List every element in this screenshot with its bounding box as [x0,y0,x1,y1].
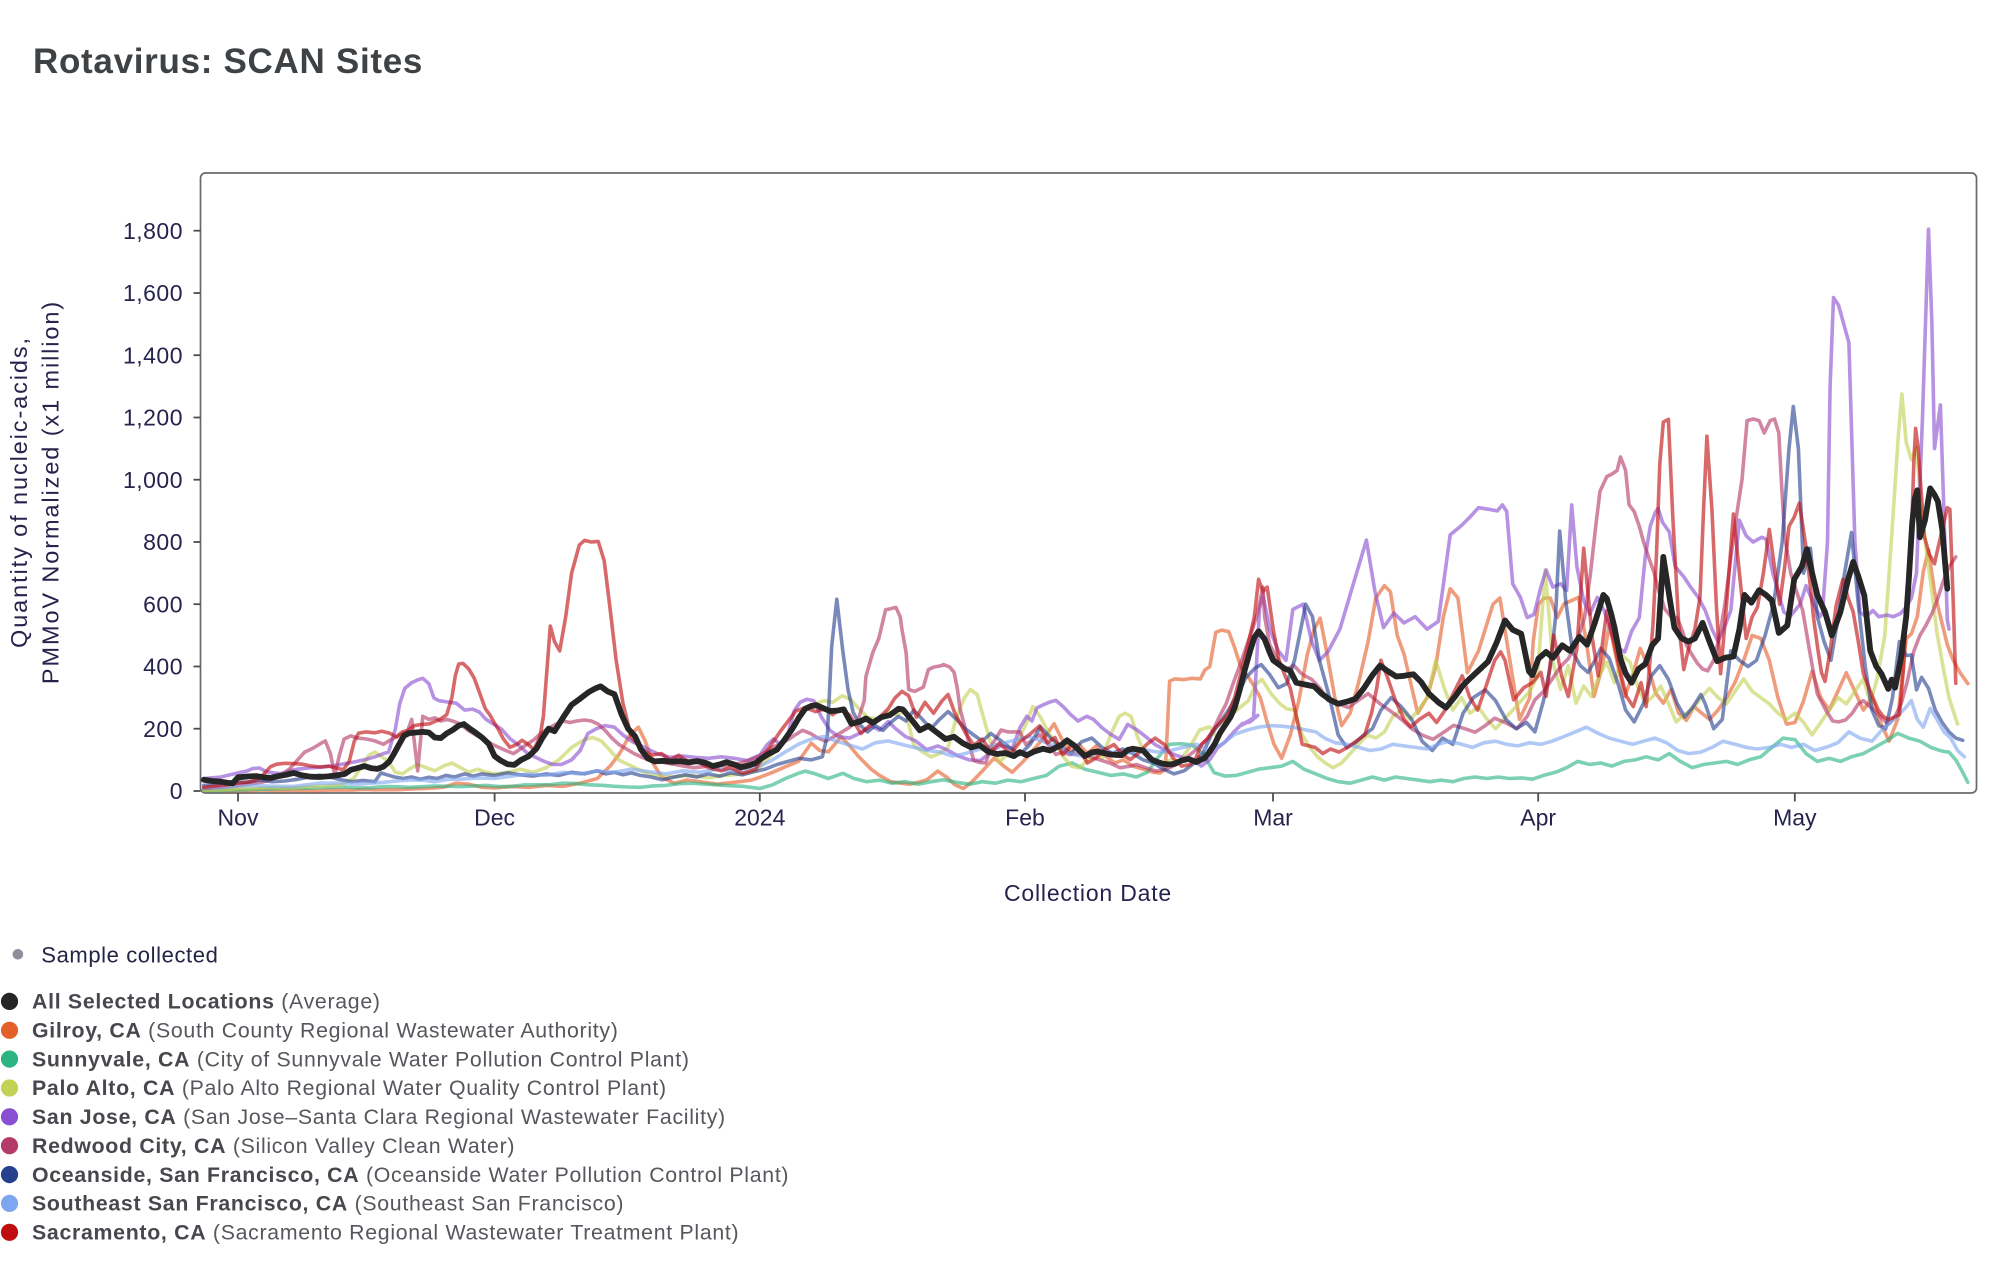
svg-text:May: May [1773,805,1817,831]
svg-text:Quantity of nucleic-acids,PMMo: Quantity of nucleic-acids, PMMoV Normaliz… [6,300,64,684]
svg-text:Rotavirus: SCAN Sites: Rotavirus: SCAN Sites [33,42,423,81]
svg-text:Southeast San Francisco, CA (S: Southeast San Francisco, CA (Southeast S… [32,1192,624,1216]
svg-text:Palo Alto, CA (Palo Alto Regio: Palo Alto, CA (Palo Alto Regional Water … [32,1076,667,1100]
svg-text:800: 800 [143,529,183,555]
svg-text:1,800: 1,800 [123,218,183,244]
svg-text:Redwood City, CA (Silicon Vall: Redwood City, CA (Silicon Valley Clean W… [32,1134,515,1158]
svg-text:1,400: 1,400 [123,342,183,368]
svg-text:San Jose, CA (San Jose–Santa C: San Jose, CA (San Jose–Santa Clara Regio… [32,1105,726,1129]
svg-text:Oceanside, San Francisco, CA (: Oceanside, San Francisco, CA (Oceanside … [32,1163,789,1187]
svg-text:Gilroy, CA (South County Regio: Gilroy, CA (South County Regional Wastew… [32,1019,619,1043]
svg-text:600: 600 [143,591,183,617]
svg-text:1,600: 1,600 [123,280,183,306]
svg-text:0: 0 [170,778,183,804]
svg-text:Sacramento, CA (Sacramento Reg: Sacramento, CA (Sacramento Regional Wast… [32,1221,739,1245]
svg-text:1,000: 1,000 [123,467,183,493]
svg-text:Collection Date: Collection Date [1004,880,1172,906]
svg-text:Sample collected: Sample collected [41,942,218,967]
svg-text:All Selected Locations (Averag: All Selected Locations (Average) [32,990,381,1014]
svg-text:200: 200 [143,716,183,742]
svg-text:Nov: Nov [218,805,259,831]
svg-text:Feb: Feb [1005,805,1045,831]
svg-text:400: 400 [143,654,183,680]
svg-text:Dec: Dec [474,805,515,831]
svg-text:2024: 2024 [734,805,785,831]
svg-text:Mar: Mar [1253,805,1293,831]
svg-text:1,200: 1,200 [123,405,183,431]
svg-text:Sunnyvale, CA (City of Sunnyva: Sunnyvale, CA (City of Sunnyvale Water P… [32,1047,690,1071]
svg-text:Apr: Apr [1520,805,1556,831]
